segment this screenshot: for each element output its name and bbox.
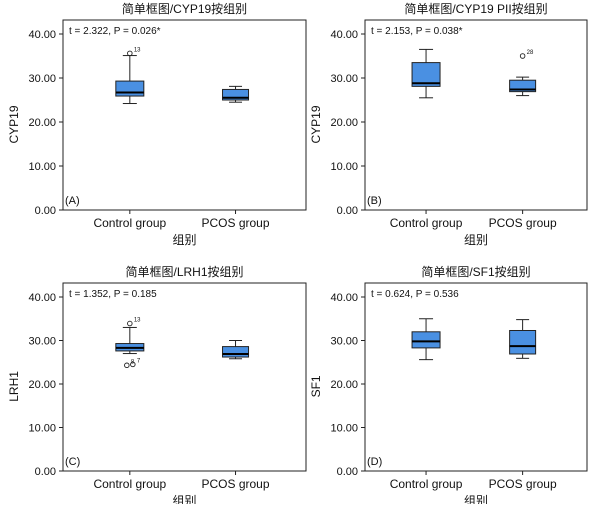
y-tick-label: 10.00 [330, 161, 358, 173]
iqr-box [509, 329, 537, 355]
box-control: 138 7 [115, 318, 145, 369]
y-tick-label: 30.00 [28, 73, 56, 85]
y-tick-label: 30.00 [28, 336, 56, 348]
outlier-label: 28 [527, 50, 534, 56]
y-tick-label: 0.00 [35, 205, 56, 217]
iqr-box [222, 88, 250, 101]
x-tick-label: PCOS group [489, 477, 557, 491]
y-tick-label: 40.00 [330, 29, 358, 41]
y-tick-label: 20.00 [330, 379, 358, 391]
outlier-point [127, 50, 133, 57]
chart-panel-1: 简单框图/CYP19按组别 t = 2.322, P = 0.026* (A) 0.0… [7, 2, 307, 247]
x-axis-label: 组别 [172, 233, 196, 247]
chart-panel-3: 简单框图/LRH1按组别 t = 1.352, P = 0.185 (C) 0.00 1… [7, 265, 307, 508]
iqr-box [411, 62, 441, 87]
box-pcos [222, 340, 250, 360]
y-tick-label: 40.00 [28, 292, 56, 304]
chart-panel-4: 简单框图/SF1按组别 t = 0.624, P = 0.536 (D) 0.00 10… [309, 265, 588, 508]
box-control [411, 48, 441, 99]
y-tick-label: 40.00 [28, 29, 56, 41]
outlier-point [130, 361, 136, 368]
iqr-box [411, 331, 441, 349]
outlier-label: 7 [137, 358, 141, 364]
y-tick-label: 30.00 [330, 336, 358, 348]
box-control [411, 318, 441, 361]
plot-frame [364, 282, 588, 472]
x-axis-label: 组别 [172, 494, 196, 504]
outlier-label: 13 [134, 47, 141, 53]
chart-panel-2: 简单框图/CYP19 PII按组别 t = 2.153, P = 0.038* (B… [309, 2, 588, 247]
outlier-point [124, 362, 130, 369]
y-axis-label: CYP19 [309, 105, 323, 143]
y-tick-label: 0.00 [337, 466, 358, 478]
chart-title: 简单框图/CYP19 PII按组别 [404, 2, 547, 16]
y-axis-label: CYP19 [7, 105, 21, 143]
y-tick-label: 10.00 [330, 423, 358, 435]
iqr-box [115, 80, 145, 97]
y-tick-label: 10.00 [28, 161, 56, 173]
chart-title: 简单框图/LRH1按组别 [125, 265, 243, 279]
stat-annotation: t = 2.153, P = 0.038* [371, 26, 463, 37]
outlier-point [519, 53, 526, 59]
chart-title: 简单框图/CYP19按组别 [122, 2, 247, 16]
box-pcos [222, 85, 250, 103]
outlier-label: 13 [134, 318, 141, 324]
panel-label: (C) [65, 456, 80, 468]
chart-title: 简单框图/SF1按组别 [421, 265, 530, 279]
panel-label: (D) [367, 456, 382, 468]
x-tick-label: Control group [93, 216, 166, 230]
plot-frame [364, 19, 588, 211]
plot-frame [62, 19, 307, 211]
box-control: 13 [115, 47, 145, 105]
iqr-box [222, 346, 250, 358]
y-tick-label: 0.00 [35, 466, 56, 478]
y-tick-label: 0.00 [337, 205, 358, 217]
panel-label: (B) [367, 195, 382, 207]
panel-label: (A) [65, 195, 80, 207]
y-tick-label: 20.00 [330, 117, 358, 129]
y-tick-label: 20.00 [28, 117, 56, 129]
outlier-point [127, 320, 133, 327]
plot-frame [62, 282, 307, 472]
y-tick-label: 30.00 [330, 73, 358, 85]
y-axis-label: LRH1 [7, 371, 21, 402]
y-tick-label: 20.00 [28, 379, 56, 391]
x-tick-label: Control group [390, 477, 463, 491]
y-tick-label: 10.00 [28, 423, 56, 435]
y-tick-label: 40.00 [330, 292, 358, 304]
x-tick-label: PCOS group [202, 216, 270, 230]
stat-annotation: t = 2.322, P = 0.026* [69, 26, 161, 37]
x-axis-label: 组别 [464, 494, 488, 504]
stat-annotation: t = 1.352, P = 0.185 [69, 289, 157, 300]
iqr-box [509, 79, 537, 93]
box-pcos: 28 [509, 50, 537, 97]
x-tick-label: PCOS group [202, 477, 270, 491]
x-tick-label: Control group [93, 477, 166, 491]
y-axis-label: SF1 [309, 375, 323, 397]
stat-annotation: t = 0.624, P = 0.536 [371, 289, 459, 300]
x-tick-label: PCOS group [489, 216, 557, 230]
x-axis-label: 组别 [464, 233, 488, 247]
box-pcos [509, 319, 537, 359]
x-tick-label: Control group [390, 216, 463, 230]
